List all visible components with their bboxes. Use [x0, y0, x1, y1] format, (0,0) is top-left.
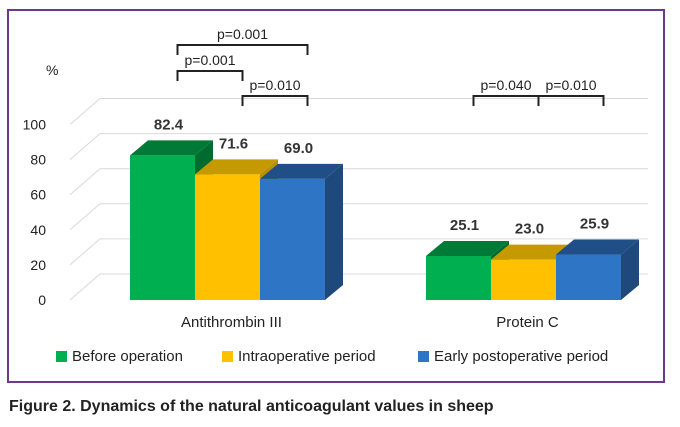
significance-bracket: [472, 95, 540, 106]
bar-side: [621, 239, 639, 300]
grid-diagonal: [69, 168, 101, 196]
data-label: 69.0: [284, 140, 313, 157]
grid-diagonal: [69, 133, 101, 160]
data-label: 25.1: [450, 217, 479, 234]
x-tick-label: Antithrombin III: [181, 314, 282, 331]
bar-top: [491, 244, 574, 260]
bar: [260, 178, 325, 300]
p-value-annotation: p=0.040: [481, 77, 532, 93]
bar: [426, 255, 491, 300]
y-tick-label: 40: [30, 222, 46, 238]
legend-swatch: [56, 351, 67, 362]
bar-top: [260, 163, 343, 179]
bar: [556, 254, 621, 300]
legend-label: Intraoperative period: [238, 348, 376, 365]
significance-bracket: [176, 70, 244, 81]
bar-top: [426, 240, 509, 256]
bar-top: [130, 140, 213, 156]
data-label: 82.4: [154, 116, 184, 133]
legend-label: Early postoperative period: [434, 348, 608, 365]
bar-side: [325, 163, 343, 300]
x-tick-label: Protein C: [496, 314, 559, 331]
bar: [130, 155, 195, 300]
grid-diagonal: [69, 273, 101, 301]
significance-bracket: [241, 95, 309, 106]
grid-diagonal: [69, 98, 101, 125]
p-value-annotation: p=0.010: [546, 77, 597, 93]
significance-bracket: [537, 95, 605, 106]
y-tick-label: 100: [23, 117, 47, 133]
figure-caption: Figure 2. Dynamics of the natural antico…: [9, 398, 494, 415]
y-axis-label: %: [46, 62, 58, 78]
p-value-annotation: p=0.001: [185, 52, 236, 68]
y-tick-label: 0: [38, 292, 46, 308]
y-tick-label: 20: [30, 257, 46, 273]
legend-swatch: [222, 351, 233, 362]
data-label: 71.6: [219, 135, 248, 152]
y-tick-label: 60: [30, 187, 46, 203]
grid-diagonal: [69, 203, 101, 231]
p-value-annotation: p=0.010: [250, 77, 301, 93]
bar-top: [195, 159, 278, 175]
legend-swatch: [418, 351, 429, 362]
bar-top: [556, 239, 639, 255]
grid-diagonal: [69, 238, 101, 266]
bar: [491, 259, 556, 300]
significance-bracket: [176, 44, 309, 55]
legend-label: Before operation: [72, 348, 183, 365]
p-value-annotation: p=0.001: [217, 26, 268, 42]
data-label: 23.0: [515, 221, 544, 238]
y-tick-label: 80: [30, 152, 46, 168]
data-label: 25.9: [580, 216, 609, 233]
bar: [195, 174, 260, 300]
